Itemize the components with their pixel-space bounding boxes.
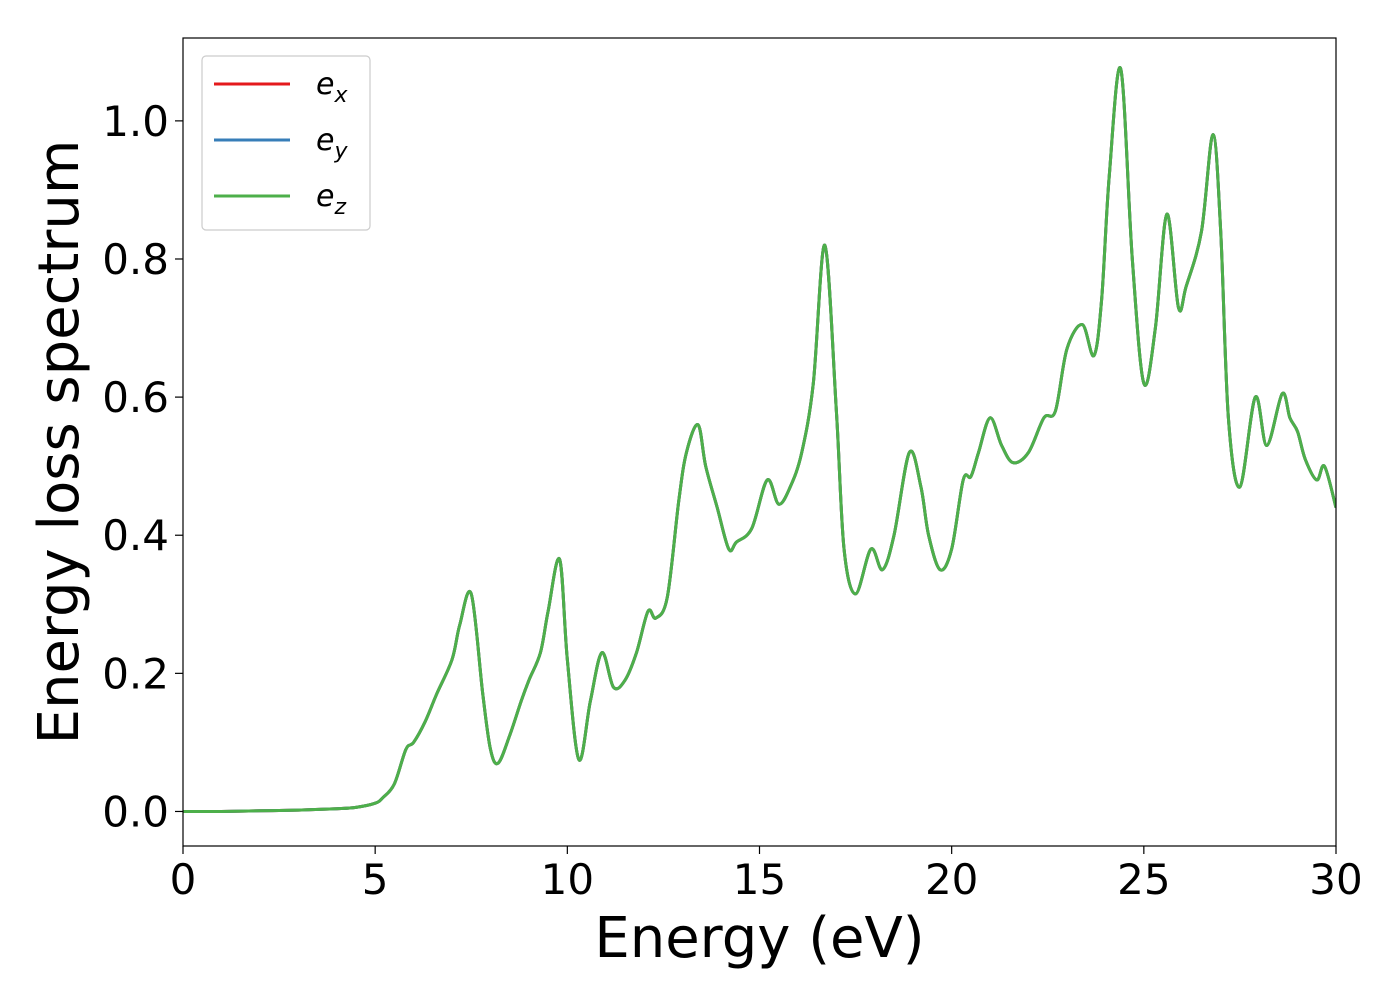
x-tick-label: 25 [1117, 855, 1170, 904]
axis-ticks: 0 5 10 15 20 25 30 0.0 0.2 0.4 0.6 0.8 1.0 [102, 97, 1363, 904]
x-tick-label: 10 [541, 855, 594, 904]
y-tick-label: 1.0 [102, 97, 169, 146]
y-tick-label: 0.4 [102, 511, 169, 560]
y-tick-label: 0.6 [102, 373, 169, 422]
x-tick-label: 5 [362, 855, 389, 904]
y-tick-label: 0.0 [102, 787, 169, 836]
legend-label-ez: ez [316, 179, 346, 220]
legend-label-ey: ey [316, 123, 348, 164]
legend: ex ey ez [201, 55, 371, 231]
legend-label-ex: ex [316, 67, 348, 108]
series-line-ez [183, 66, 1336, 814]
y-tick-label: 0.2 [102, 649, 169, 698]
x-axis-label: Energy (eV) [594, 906, 924, 971]
y-axis-label: Energy loss spectrum [27, 140, 92, 745]
x-tick-label: 30 [1309, 855, 1362, 904]
x-tick-label: 15 [733, 855, 786, 904]
x-tick-label: 20 [925, 855, 978, 904]
y-tick-label: 0.8 [102, 235, 169, 284]
x-tick-label: 0 [170, 855, 197, 904]
legend-box [201, 55, 371, 231]
